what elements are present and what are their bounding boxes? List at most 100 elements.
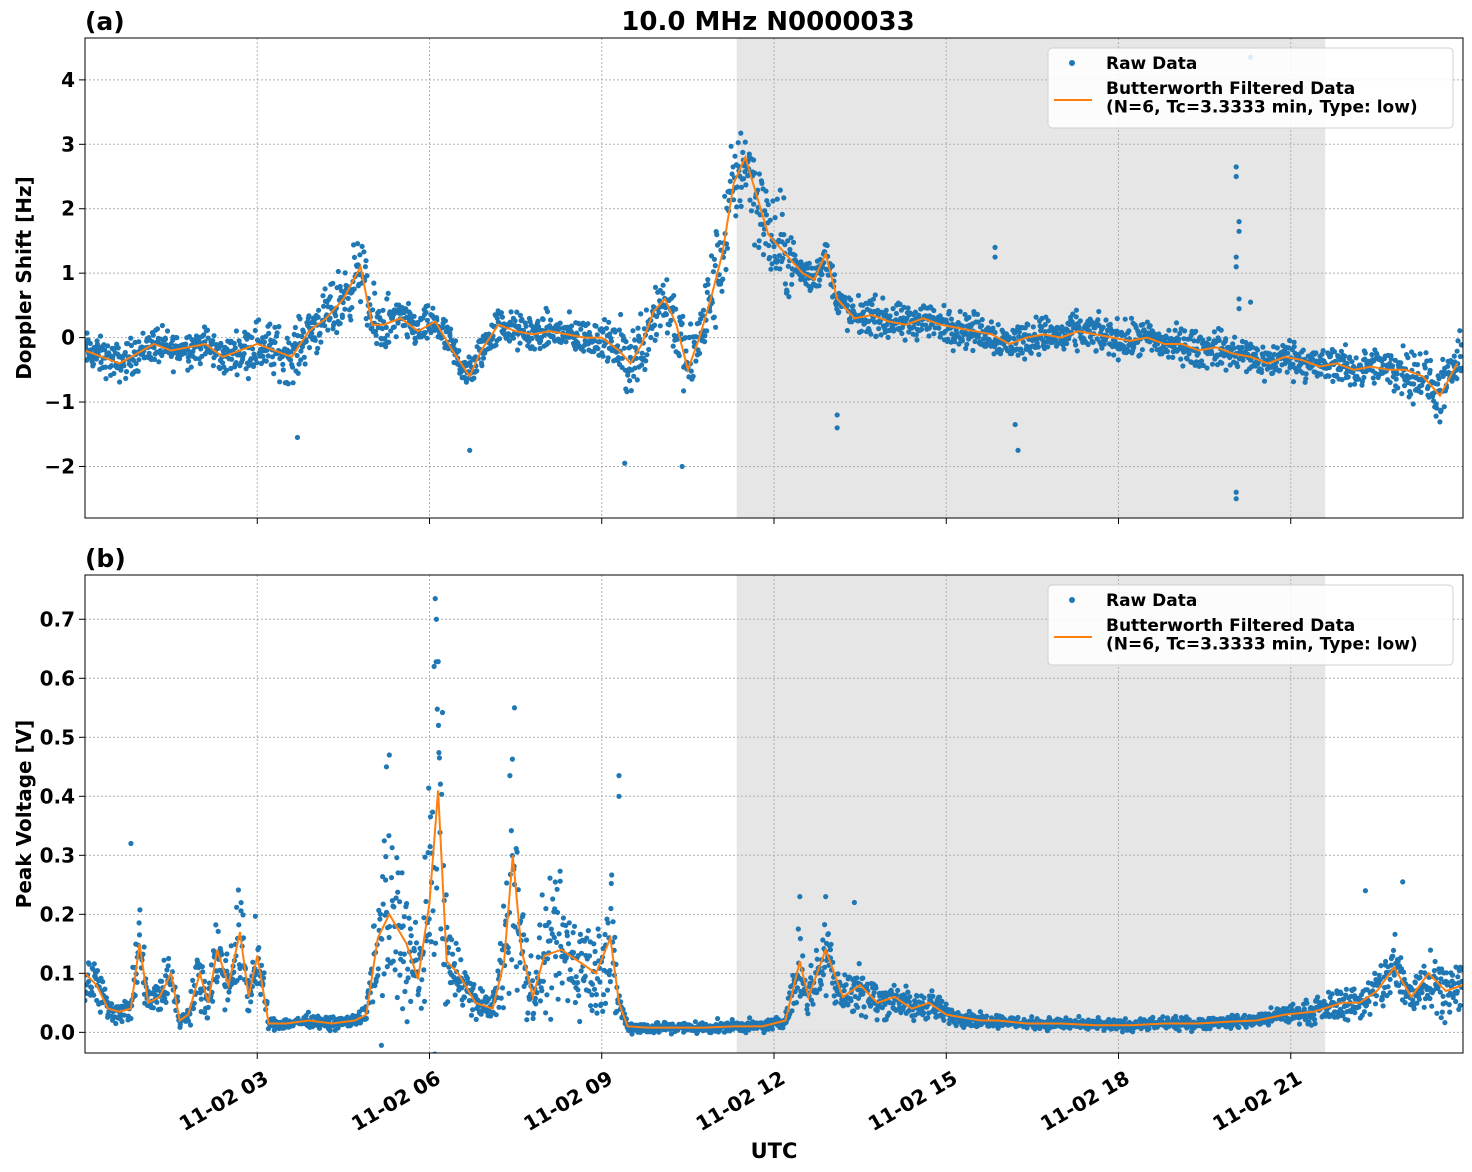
raw-data-point [152,992,159,998]
raw-data-point [531,1010,537,1016]
raw-data-point [714,232,720,238]
raw-data-point [115,345,121,351]
raw-data-point [1150,1014,1156,1021]
raw-data-point [860,309,867,315]
raw-data-point [453,940,459,946]
raw-data-point [578,950,585,956]
raw-data-point [271,361,277,367]
raw-data-point [435,659,441,665]
raw-data-point [505,945,511,951]
raw-data-point [906,329,912,335]
raw-data-point [355,262,361,268]
raw-data-point [880,295,886,301]
raw-data-point [586,988,592,994]
raw-data-point [657,323,663,329]
raw-data-point [238,908,244,914]
raw-data-point [1146,1026,1152,1032]
raw-data-point [664,277,670,283]
raw-data-point [493,342,499,348]
raw-data-point [530,978,536,984]
raw-data-point [1034,340,1040,346]
raw-data-point [585,928,591,934]
raw-data-point [464,975,471,981]
legend-filtered-label: Butterworth Filtered Data (N=6, Tc=3.3333… [1106,79,1418,118]
raw-data-point [379,993,385,999]
raw-data-point [1300,347,1306,353]
raw-data-point [254,360,260,366]
raw-data-point [639,362,645,368]
raw-data-point [628,388,634,394]
raw-data-point [416,985,422,992]
raw-data-point [734,184,740,190]
raw-data-point [1362,356,1368,362]
raw-data-point [404,1019,410,1025]
raw-data-point [1388,356,1394,362]
raw-data-point [389,898,395,904]
raw-data-point [872,292,878,298]
raw-data-point [553,954,559,960]
raw-data-point [598,1001,604,1007]
raw-data-point [950,348,956,354]
raw-data-point [237,965,243,972]
raw-data-point [258,962,265,969]
raw-data-point [766,242,772,249]
raw-data-point [1345,374,1351,380]
raw-data-point [683,348,689,354]
raw-data-point [825,931,832,937]
raw-data-point [537,345,543,352]
raw-data-point [602,1000,609,1007]
raw-data-point [694,334,700,340]
raw-data-point [185,367,191,373]
raw-data-point [1437,419,1443,425]
raw-data-point [845,1002,851,1008]
raw-data-point [532,995,539,1001]
raw-data-point [814,956,820,962]
raw-data-point [602,931,608,938]
raw-data-point [246,1008,252,1014]
raw-data-point [818,981,824,988]
raw-data-point [1045,344,1051,350]
raw-data-point [318,339,324,345]
raw-data-point [1434,405,1440,411]
raw-data-point [1076,1013,1082,1020]
raw-data-point [612,329,618,335]
raw-data-point [222,1007,228,1013]
raw-data-point [486,996,492,1002]
raw-data-point [569,323,575,329]
raw-data-point [135,368,141,374]
raw-data-point [1029,1014,1035,1020]
raw-data-point [467,447,473,453]
raw-data-point [696,320,702,326]
raw-data-point [851,1008,857,1014]
raw-data-point [781,195,787,201]
raw-data-point [622,460,628,466]
raw-data-point [918,326,925,332]
raw-data-point [820,937,826,943]
raw-data-point [151,356,158,362]
raw-data-point [785,238,791,244]
raw-data-point [777,187,783,193]
raw-data-point [1422,365,1428,371]
raw-data-point [805,265,811,271]
raw-data-point [660,282,666,288]
raw-data-point [941,302,947,309]
raw-data-point [298,357,304,363]
raw-data-point [218,343,224,349]
raw-data-point [1147,339,1153,345]
raw-data-point [445,999,451,1005]
raw-data-point [1033,314,1039,320]
raw-data-point [738,184,745,190]
raw-data-point [370,999,376,1005]
raw-data-point [391,904,397,910]
raw-data-point [992,244,998,250]
raw-data-point [1204,365,1210,371]
raw-data-point [799,262,806,268]
raw-data-point [423,898,429,905]
raw-data-point [763,212,770,218]
raw-data-point [1199,358,1205,364]
raw-data-point [497,940,503,947]
raw-data-point [817,986,823,992]
raw-data-point [1232,334,1238,340]
raw-data-point [1126,328,1132,334]
